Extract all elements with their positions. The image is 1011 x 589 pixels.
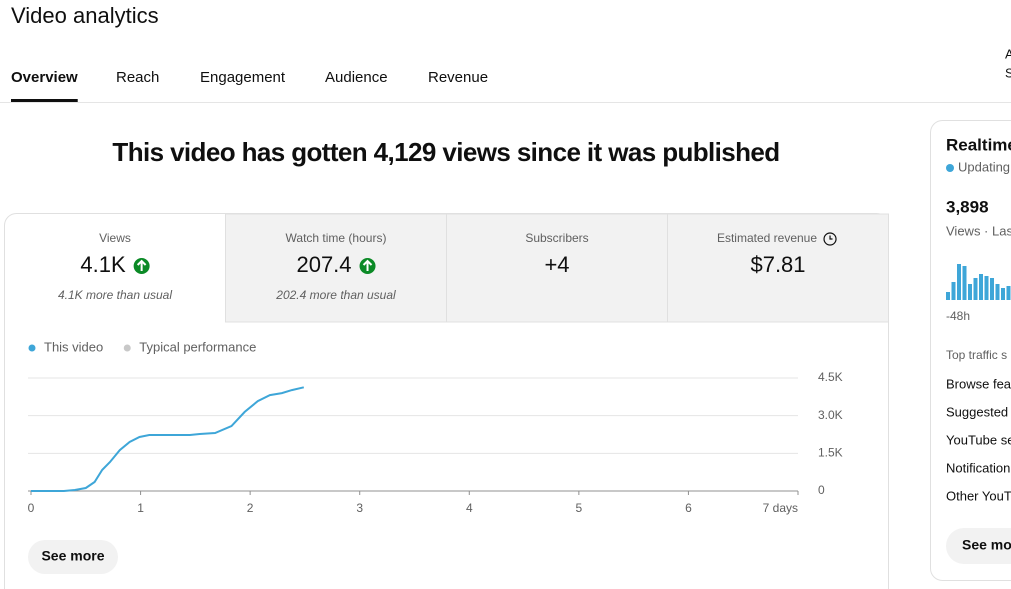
x-tick-label: 2	[247, 501, 254, 515]
traffic-source: YouTube se	[946, 432, 1011, 447]
realtime-title: Realtime	[946, 135, 1011, 154]
corner-text: A	[1005, 46, 1011, 61]
x-tick-label: 5	[576, 501, 583, 515]
realtime-axis-label: -48h	[946, 309, 970, 323]
tab[interactable]: Engagement	[200, 69, 286, 86]
y-tick-label: 1.5K	[818, 446, 843, 460]
realtime-bar	[1006, 286, 1011, 300]
tab[interactable]: Audience	[325, 69, 388, 86]
realtime-button-label[interactable]: See mor	[962, 537, 1011, 553]
tab[interactable]: Revenue	[428, 69, 488, 86]
realtime-card	[930, 120, 1011, 581]
trend-arrow	[136, 259, 147, 271]
traffic-source: Browse fea	[946, 376, 1011, 391]
traffic-heading: Top traffic s	[946, 348, 1007, 362]
realtime-bar	[995, 284, 1000, 300]
realtime-bar	[973, 278, 978, 300]
metric-label: Estimated revenue	[717, 231, 817, 245]
x-tick-label: 6	[685, 501, 692, 515]
trend-arrow	[362, 259, 373, 271]
metric-value: +4	[544, 252, 569, 277]
legend-dot	[28, 344, 36, 352]
tab-underline	[11, 99, 78, 102]
realtime-caption: Views · Las	[946, 223, 1011, 238]
page-title: Video analytics	[11, 3, 159, 28]
realtime-button[interactable]	[946, 528, 1011, 564]
metric-label: Subscribers	[525, 231, 588, 245]
tab[interactable]: Overview	[11, 69, 78, 86]
x-tick-label: 0	[28, 501, 35, 515]
info-icon-hands	[829, 235, 833, 240]
series-line	[31, 386, 305, 492]
metric-note: 4.1K more than usual	[58, 288, 172, 302]
x-tick-label: 1	[137, 501, 144, 515]
metric-tile[interactable]	[225, 213, 447, 323]
realtime-bar	[968, 284, 972, 300]
see-more-label[interactable]: See more	[41, 548, 104, 564]
live-dot	[946, 164, 954, 172]
metric-value: $7.81	[750, 252, 805, 277]
realtime-count: 3,898	[946, 197, 989, 216]
realtime-status: Updating	[958, 159, 1010, 174]
x-tick-label: 4	[466, 501, 473, 515]
traffic-source: Suggested	[946, 404, 1008, 419]
tab[interactable]: Reach	[116, 69, 159, 86]
realtime-bar	[1001, 288, 1005, 300]
traffic-source: Notification	[946, 460, 1010, 475]
realtime-bar	[951, 282, 956, 300]
realtime-bar	[962, 266, 967, 300]
x-tick-label: 3	[356, 501, 363, 515]
metric-note: 202.4 more than usual	[275, 288, 396, 302]
traffic-source: Other YouT	[946, 488, 1011, 503]
legend-label[interactable]: This video	[44, 339, 103, 354]
metric-tile[interactable]	[446, 213, 668, 323]
metric-value: 4.1K	[80, 252, 126, 277]
metric-value: 207.4	[296, 252, 351, 277]
info-icon	[823, 232, 837, 246]
y-tick-label: 0	[818, 483, 825, 497]
see-more-button[interactable]	[28, 540, 118, 574]
realtime-bar	[990, 278, 994, 300]
realtime-bar	[979, 274, 983, 300]
y-tick-label: 4.5K	[818, 370, 843, 384]
y-tick-label: 3.0K	[818, 408, 843, 422]
realtime-bar	[957, 264, 961, 300]
legend-dot	[123, 344, 131, 352]
metric-tile[interactable]	[667, 213, 889, 323]
realtime-bar	[984, 276, 989, 300]
headline: This video has gotten 4,129 views since …	[112, 137, 779, 167]
realtime-bar	[946, 292, 950, 300]
x-tick-label: 7 days	[763, 501, 798, 515]
corner-text: S	[1005, 65, 1011, 80]
metric-label: Watch time (hours)	[286, 231, 387, 245]
metric-label: Views	[99, 231, 131, 245]
legend-label[interactable]: Typical performance	[139, 339, 256, 354]
